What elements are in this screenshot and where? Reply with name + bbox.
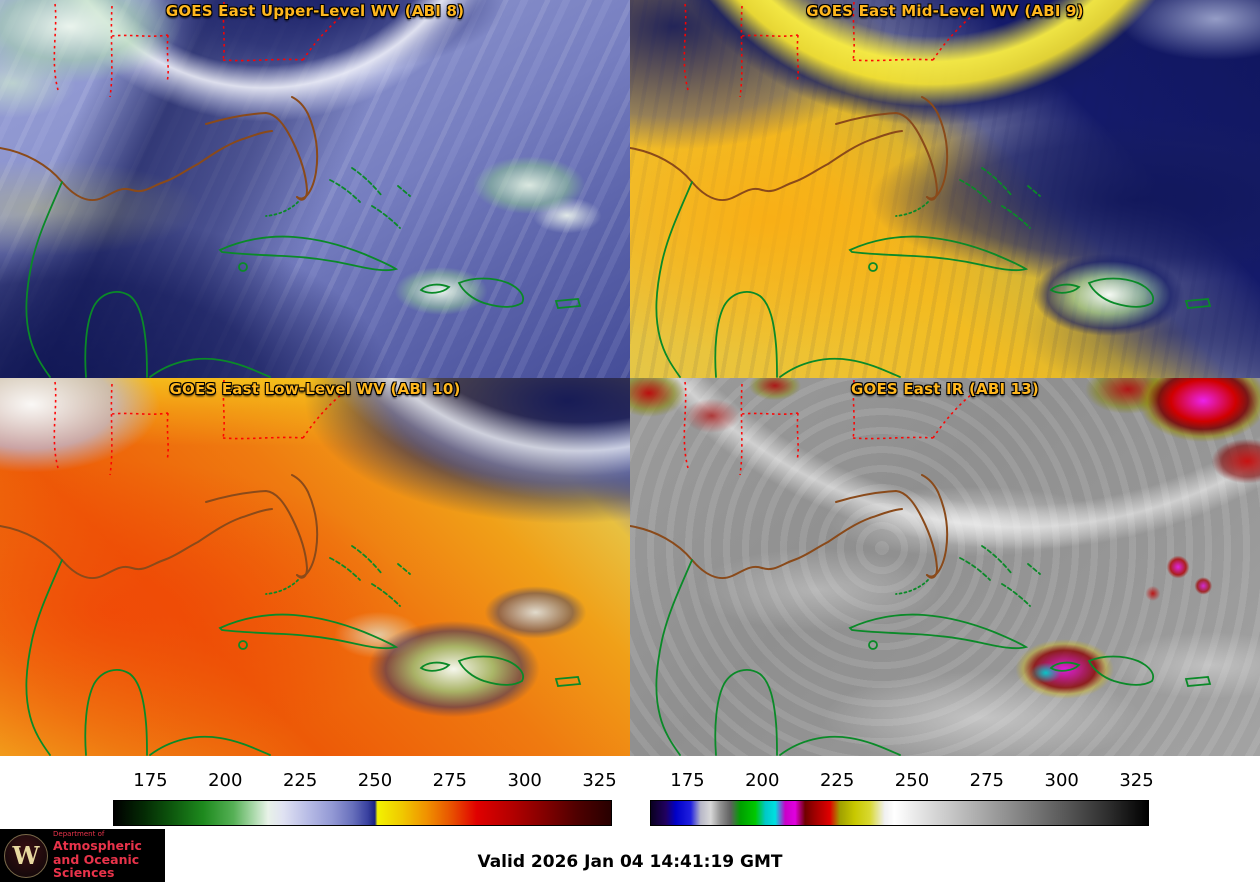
panel-upper-level-wv: GOES East Upper-Level WV (ABI 8) (0, 0, 630, 378)
tick-label: 275 (432, 770, 467, 791)
panel-title-mid-wv: GOES East Mid-Level WV (ABI 9) (806, 2, 1084, 20)
tick-label: 175 (133, 770, 168, 791)
footer: W Department of Atmospheric and Oceanic … (0, 828, 1260, 882)
map-overlay (630, 1, 1211, 378)
tick-label: 325 (582, 770, 617, 791)
tick-label: 300 (1044, 770, 1079, 791)
ir-colorbar-ticks: 175 200 225 250 275 300 325 (650, 770, 1153, 792)
map-overlay (0, 1, 581, 378)
panel-title-upper-wv: GOES East Upper-Level WV (ABI 8) (165, 2, 465, 20)
ir-colorbar-group: 175 200 225 250 275 300 325 (650, 756, 1154, 828)
tick-label: 300 (507, 770, 542, 791)
ir-colorbar (650, 800, 1149, 826)
logo-line-atmospheric: Atmospheric (53, 838, 142, 854)
tick-label: 250 (357, 770, 393, 791)
panel-low-level-wv: GOES East Low-Level WV (ABI 10) (0, 378, 630, 756)
wv-colorbar (113, 800, 612, 826)
aos-department-logo: W Department of Atmospheric and Oceanic … (0, 829, 165, 882)
valid-time-text: Valid 2026 Jan 04 14:41:19 GMT (477, 852, 783, 872)
logo-line-department-of: Department of (53, 830, 105, 839)
panel-title-low-wv: GOES East Low-Level WV (ABI 10) (169, 380, 461, 398)
panel-title-ir: GOES East IR (ABI 13) (850, 380, 1039, 398)
map-overlay (0, 379, 581, 756)
wv-colorbar-ticks: 175 200 225 250 275 300 325 (113, 770, 616, 792)
panel-ir: GOES East IR (ABI 13) (630, 378, 1260, 756)
panel-mid-level-wv: GOES East Mid-Level WV (ABI 9) (630, 0, 1260, 378)
tick-label: 175 (670, 770, 705, 791)
uw-crest-icon: W (4, 833, 48, 878)
logo-text: Department of Atmospheric and Oceanic Sc… (53, 831, 161, 879)
satellite-panel-grid: GOES East Upper-Level WV (ABI 8) GOES Ea… (0, 0, 1260, 756)
tick-label: 225 (282, 770, 318, 791)
tick-label: 325 (1119, 770, 1154, 791)
legend-area: 175 200 225 250 275 300 325 175 200 225 … (0, 756, 1260, 828)
logo-line-oceanic-sciences: and Oceanic Sciences (53, 851, 140, 881)
map-overlay (630, 379, 1211, 756)
wv-colorbar-group: 175 200 225 250 275 300 325 (113, 756, 617, 828)
tick-label: 200 (208, 770, 243, 791)
tick-label: 200 (745, 770, 780, 791)
tick-label: 225 (819, 770, 855, 791)
crest-letter: W (12, 841, 40, 870)
tick-label: 250 (894, 770, 930, 791)
tick-label: 275 (969, 770, 1004, 791)
